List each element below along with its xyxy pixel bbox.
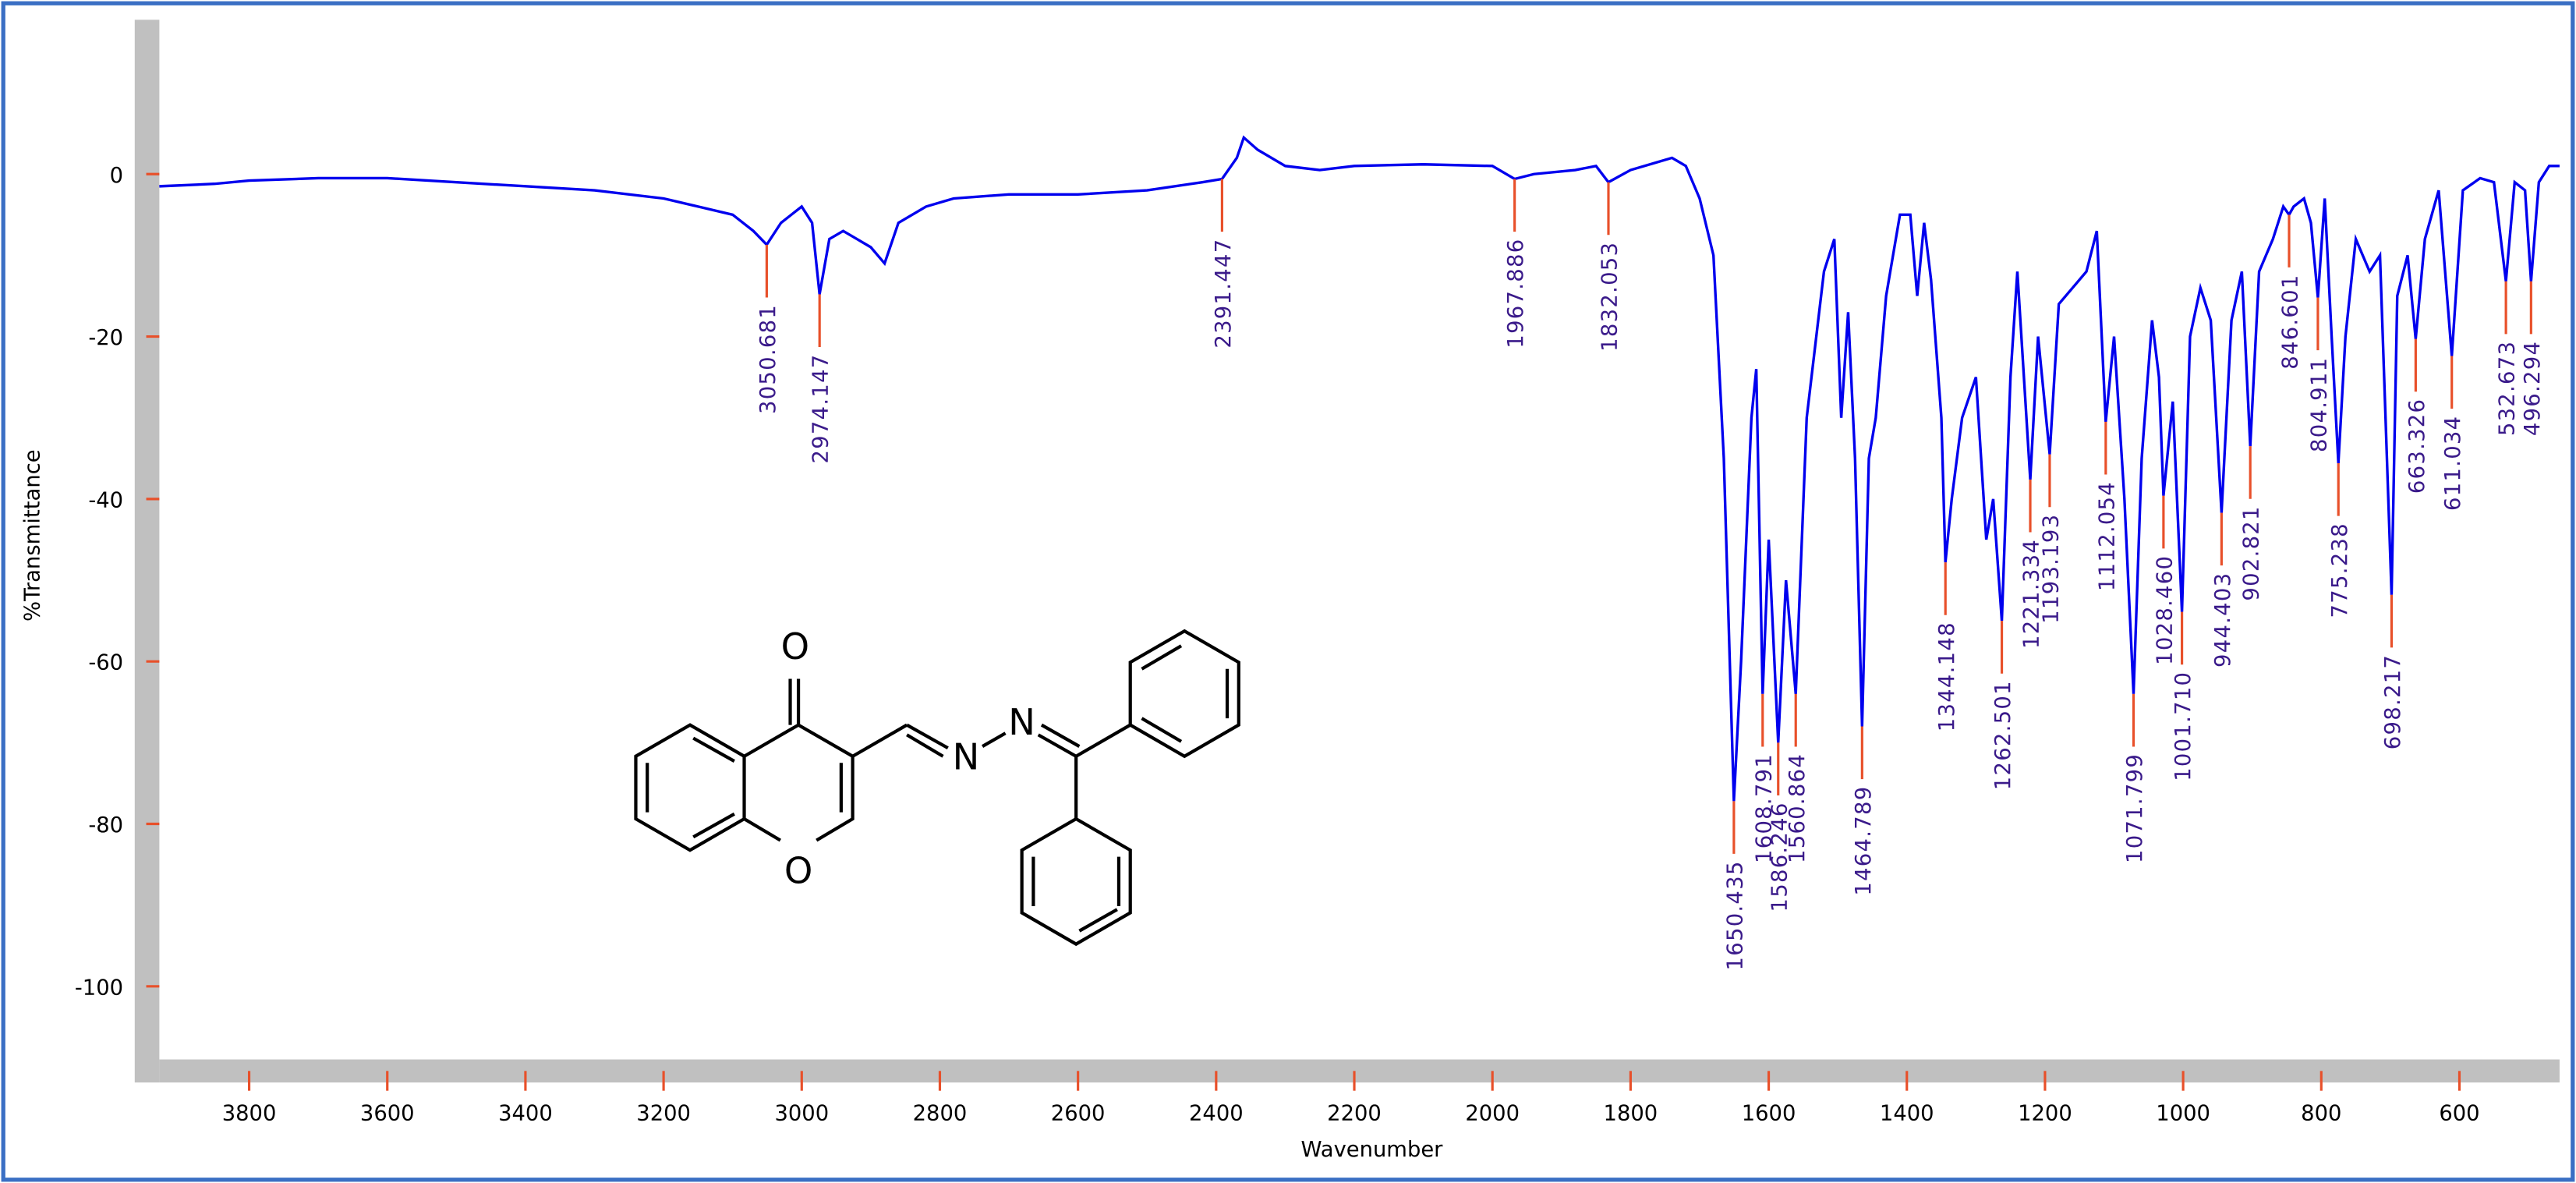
atom-label: O xyxy=(784,849,812,891)
peak-label: 1001.710 xyxy=(2171,671,2196,781)
x-tick-label: 800 xyxy=(2301,1102,2341,1126)
peak-label: 846.601 xyxy=(2279,274,2303,369)
x-tick-label: 1800 xyxy=(1604,1102,1658,1126)
atom-label: O xyxy=(781,625,809,668)
x-tick-label: 3200 xyxy=(636,1102,691,1126)
x-axis-title: Wavenumber xyxy=(1300,1138,1443,1162)
y-axis-title: %Transmittance xyxy=(21,449,45,622)
peak-label: 944.403 xyxy=(2211,572,2235,668)
atom-label: N xyxy=(1008,701,1035,743)
peak-label: 1560.864 xyxy=(1785,753,1810,863)
x-axis-band xyxy=(159,1059,2560,1083)
x-tick-label: 2000 xyxy=(1465,1102,1520,1126)
peak-label: 1193.193 xyxy=(2040,514,2064,624)
peak-label: 1344.148 xyxy=(1935,622,1959,731)
peak-label: 1262.501 xyxy=(1991,680,2015,790)
peak-label: 611.034 xyxy=(2441,416,2465,511)
x-tick-label: 2400 xyxy=(1189,1102,1244,1126)
peak-label: 1967.886 xyxy=(1504,239,1528,349)
peak-label: 1112.054 xyxy=(2095,481,2119,591)
x-tick-label: 1400 xyxy=(1880,1102,1934,1126)
y-tick-label: -80 xyxy=(88,813,123,838)
x-tick-label: 600 xyxy=(2439,1102,2479,1126)
peak-label: 1028.460 xyxy=(2153,555,2177,665)
peak-label: 1586.246 xyxy=(1767,802,1792,912)
y-tick-label: -20 xyxy=(88,326,123,350)
peak-label: 1464.789 xyxy=(1852,786,1876,896)
x-tick-label: 3600 xyxy=(360,1102,415,1126)
x-tick-label: 3800 xyxy=(222,1102,277,1126)
structure xyxy=(634,629,1240,947)
peak-label: 1832.053 xyxy=(1598,242,1622,352)
x-tick-label: 2600 xyxy=(1051,1102,1106,1126)
x-tick-label: 1600 xyxy=(1742,1102,1796,1126)
peak-label: 2391.447 xyxy=(1212,239,1236,349)
atom-label: N xyxy=(953,735,980,777)
x-tick-label: 2800 xyxy=(913,1102,968,1126)
peak-label: 1650.435 xyxy=(1723,860,1747,970)
peak-label: 902.821 xyxy=(2240,505,2264,600)
x-tick-label: 3000 xyxy=(774,1102,829,1126)
peak-label: 1221.334 xyxy=(2020,539,2044,649)
x-tick-label: 3400 xyxy=(498,1102,553,1126)
peak-label: 775.238 xyxy=(2328,522,2352,618)
peak-label: 804.911 xyxy=(2308,357,2332,452)
peak-label: 663.326 xyxy=(2405,398,2429,494)
peak-label: 1608.791 xyxy=(1752,753,1776,863)
peak-label: 3050.681 xyxy=(756,304,780,414)
peak-label: 496.294 xyxy=(2521,341,2545,436)
y-axis-band xyxy=(134,19,160,1083)
peak-label: 1071.799 xyxy=(2123,753,2147,863)
y-tick-label: -60 xyxy=(88,651,123,675)
spectrum-line xyxy=(159,135,2560,802)
y-tick-label: -100 xyxy=(75,976,123,1000)
y-tick-label: 0 xyxy=(110,164,123,188)
x-tick-label: 1200 xyxy=(2018,1102,2072,1126)
peak-label: 532.673 xyxy=(2496,341,2520,436)
x-tick-label: 2200 xyxy=(1327,1102,1382,1126)
y-tick-label: -40 xyxy=(88,488,123,512)
x-tick-label: 1000 xyxy=(2156,1102,2210,1126)
peak-label: 698.217 xyxy=(2381,654,2405,749)
peak-label: 2974.147 xyxy=(809,353,833,463)
